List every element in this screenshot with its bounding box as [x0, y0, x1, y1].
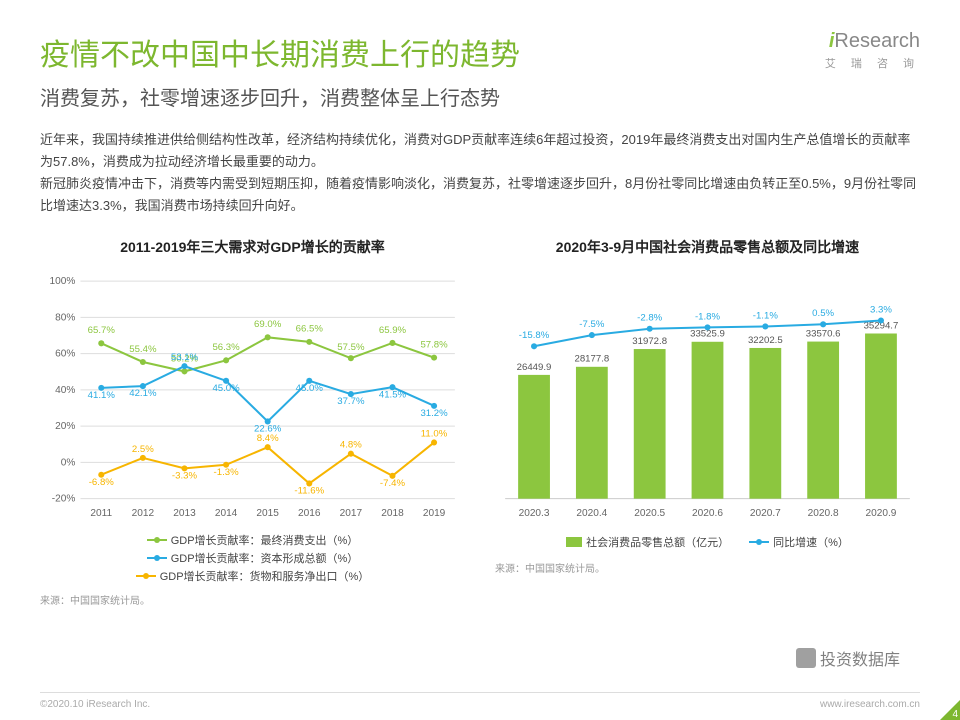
svg-text:11.0%: 11.0%: [421, 429, 448, 440]
svg-text:-20%: -20%: [52, 494, 76, 505]
chart-left-source: 来源：中国国家统计局。: [40, 592, 465, 607]
svg-text:2020.4: 2020.4: [576, 508, 607, 519]
svg-text:2017: 2017: [340, 508, 363, 519]
svg-text:53.1%: 53.1%: [171, 352, 199, 363]
svg-text:41.1%: 41.1%: [88, 390, 116, 401]
svg-text:2020.8: 2020.8: [808, 508, 839, 519]
svg-text:2013: 2013: [173, 508, 196, 519]
svg-text:-15.8%: -15.8%: [519, 331, 550, 342]
svg-text:2016: 2016: [298, 508, 321, 519]
main-title: 疫情不改中国中长期消费上行的趋势: [40, 30, 825, 74]
chart-left-title: 2011-2019年三大需求对GDP增长的贡献率: [40, 237, 465, 257]
svg-text:55.4%: 55.4%: [129, 344, 157, 355]
chart-right-legend: 社会消费品零售总额（亿元）同比增速（%）: [495, 532, 920, 552]
svg-text:80%: 80%: [55, 313, 75, 324]
watermark: 投资数据库: [796, 646, 900, 670]
svg-text:2014: 2014: [215, 508, 238, 519]
svg-text:2020.9: 2020.9: [866, 508, 897, 519]
svg-text:-6.8%: -6.8%: [89, 477, 115, 488]
svg-text:45.0%: 45.0%: [212, 383, 240, 394]
body-text: 近年来，我国持续推进供给侧结构性改革，经济结构持续优化，消费对GDP贡献率连续6…: [40, 129, 920, 217]
svg-text:31972.8: 31972.8: [632, 336, 667, 347]
svg-text:0.5%: 0.5%: [812, 309, 834, 320]
svg-text:26449.9: 26449.9: [517, 362, 552, 373]
svg-text:-11.6%: -11.6%: [294, 486, 324, 497]
sub-title: 消费复苏，社零增速逐步回升，消费整体呈上行态势: [40, 82, 825, 111]
svg-text:57.8%: 57.8%: [420, 340, 448, 351]
svg-text:2019: 2019: [423, 508, 446, 519]
svg-text:100%: 100%: [50, 277, 76, 288]
svg-text:2020.5: 2020.5: [634, 508, 665, 519]
svg-text:65.9%: 65.9%: [379, 325, 407, 336]
svg-text:31.2%: 31.2%: [420, 408, 448, 419]
svg-text:2020.6: 2020.6: [692, 508, 723, 519]
svg-text:20%: 20%: [55, 422, 75, 433]
svg-text:-3.3%: -3.3%: [172, 471, 198, 482]
svg-text:40%: 40%: [55, 385, 75, 396]
svg-text:69.0%: 69.0%: [254, 320, 282, 331]
chart-right-title: 2020年3-9月中国社会消费品零售总额及同比增速: [495, 237, 920, 257]
svg-text:33570.6: 33570.6: [806, 329, 841, 340]
svg-text:2011: 2011: [90, 508, 112, 519]
header: 疫情不改中国中长期消费上行的趋势 消费复苏，社零增速逐步回升，消费整体呈上行态势…: [40, 30, 920, 129]
svg-text:66.5%: 66.5%: [296, 324, 324, 335]
svg-text:2012: 2012: [132, 508, 155, 519]
svg-text:28177.8: 28177.8: [574, 354, 609, 365]
svg-text:-7.5%: -7.5%: [579, 319, 605, 330]
footer-site: www.iresearch.com.cn: [820, 699, 920, 710]
footer: ©2020.10 iResearch Inc. www.iresearch.co…: [40, 692, 920, 710]
svg-text:8.4%: 8.4%: [257, 433, 279, 444]
chart-right: 2020年3-9月中国社会消费品零售总额及同比增速 26449.9 28177.8…: [495, 237, 920, 607]
svg-text:37.7%: 37.7%: [337, 397, 365, 408]
logo: iResearch 艾 瑞 咨 询: [825, 30, 920, 71]
svg-text:-1.8%: -1.8%: [695, 312, 721, 323]
chart-left: 2011-2019年三大需求对GDP增长的贡献率 -20% 0% 20% 40% 60%…: [40, 237, 465, 607]
svg-text:-2.8%: -2.8%: [637, 313, 663, 324]
svg-text:-7.4%: -7.4%: [380, 478, 406, 489]
svg-text:41.5%: 41.5%: [379, 390, 407, 401]
svg-text:65.7%: 65.7%: [88, 326, 116, 337]
svg-text:45.0%: 45.0%: [296, 383, 324, 394]
svg-text:4.8%: 4.8%: [340, 440, 362, 451]
chart-right-source: 来源：中国国家统计局。: [495, 560, 920, 575]
svg-text:32202.5: 32202.5: [748, 335, 783, 346]
wechat-icon: [796, 648, 816, 668]
svg-text:2.5%: 2.5%: [132, 444, 154, 455]
svg-text:-1.1%: -1.1%: [753, 311, 779, 322]
svg-text:-1.3%: -1.3%: [214, 467, 240, 478]
svg-text:2020.3: 2020.3: [519, 508, 550, 519]
svg-text:3.3%: 3.3%: [870, 305, 892, 316]
footer-copyright: ©2020.10 iResearch Inc.: [40, 699, 150, 710]
svg-text:2018: 2018: [381, 508, 404, 519]
svg-text:60%: 60%: [55, 349, 75, 360]
svg-text:57.5%: 57.5%: [337, 342, 365, 353]
svg-text:0%: 0%: [61, 458, 76, 469]
svg-text:2015: 2015: [256, 508, 279, 519]
chart-left-legend: GDP增长贡献率：最终消费支出（%）GDP增长贡献率：资本形成总额（%）GDP增…: [40, 532, 465, 584]
svg-text:42.1%: 42.1%: [129, 389, 157, 400]
svg-text:56.3%: 56.3%: [212, 343, 240, 354]
svg-text:2020.7: 2020.7: [750, 508, 781, 519]
page-number: 4: [952, 709, 958, 720]
